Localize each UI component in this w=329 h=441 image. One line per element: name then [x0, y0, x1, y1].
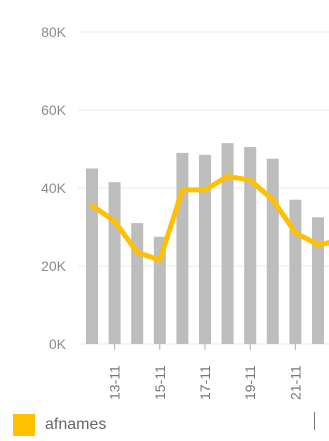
legend-label-afnames: afnames	[45, 416, 107, 433]
bar	[153, 236, 166, 344]
x-axis: 13-11 15-11 17-11 19-11 21-11	[107, 344, 303, 400]
y-tick-label: 20K	[41, 258, 67, 274]
y-axis: 0K 20K 40K 60K 80K	[41, 24, 67, 352]
x-tick-label: 19-11	[242, 365, 258, 400]
line-series	[89, 173, 329, 263]
legend-swatch-afnames	[13, 414, 35, 436]
legend: afnames	[13, 410, 106, 440]
x-tick-label: 13-11	[107, 365, 123, 400]
x-tick-label: 21-11	[287, 365, 303, 400]
bar	[221, 143, 234, 344]
x-tick-label: 15-11	[152, 365, 168, 400]
y-tick-label: 60K	[41, 102, 67, 118]
bar	[312, 217, 324, 344]
bar	[244, 147, 257, 344]
y-tick-label: 40K	[41, 180, 67, 196]
bar	[266, 158, 279, 344]
bar	[199, 154, 211, 344]
bar	[176, 152, 189, 344]
legend-edge-marker	[314, 412, 315, 430]
bar	[108, 182, 121, 344]
y-tick-label: 0K	[49, 336, 67, 352]
y-tick-label: 80K	[41, 24, 67, 40]
bar	[131, 223, 144, 344]
x-tick-label: 17-11	[197, 365, 213, 400]
bar-series	[86, 143, 324, 344]
line-afnames	[89, 173, 329, 263]
bar	[86, 168, 98, 344]
bar	[289, 199, 302, 344]
